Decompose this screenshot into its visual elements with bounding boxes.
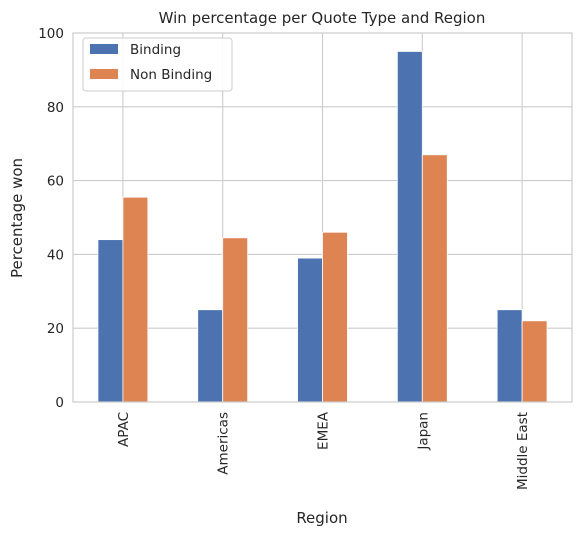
plot-frame — [72, 32, 573, 403]
y-tick-label-4: 80 — [47, 100, 64, 116]
x-tick-label-japan: Japan — [415, 412, 431, 451]
y-tick-label-0: 0 — [55, 395, 64, 411]
bar-non-binding-middle-east — [521, 320, 548, 403]
x-tick-label-emea: EMEA — [316, 411, 332, 450]
legend-swatch-non-binding — [90, 69, 118, 79]
bar-binding-emea — [297, 257, 323, 403]
x-tick-label-americas: Americas — [216, 412, 232, 475]
x-tick-label-apac: APAC — [116, 412, 132, 447]
chart-title: Win percentage per Quote Type and Region — [159, 9, 486, 27]
legend-box — [82, 37, 233, 92]
y-axis-label: Percentage won — [8, 158, 26, 278]
legend-label-binding: Binding — [130, 42, 181, 58]
legend-swatch-binding — [90, 44, 118, 54]
y-tick-label-2: 40 — [47, 247, 64, 263]
ticks-layer: 0 20 40 60 80 100 APAC Americas EMEA Japan Middle … — [38, 26, 531, 490]
y-tick-label-3: 60 — [47, 174, 64, 190]
bar-non-binding-japan — [421, 154, 448, 403]
bar-binding-japan — [396, 51, 423, 403]
legend: Binding Non Binding — [82, 37, 233, 92]
bar-binding-apac — [97, 239, 124, 403]
bar-binding-americas — [197, 309, 224, 403]
y-tick-label-5: 100 — [38, 26, 64, 42]
bars-layer — [97, 51, 548, 403]
bar-non-binding-emea — [322, 231, 348, 403]
bar-non-binding-apac — [122, 196, 149, 403]
bar-non-binding-americas — [222, 237, 249, 403]
y-tick-label-1: 20 — [47, 321, 64, 337]
x-axis-label: Region — [296, 509, 347, 527]
bar-binding-middle-east — [496, 309, 523, 403]
legend-label-non-binding: Non Binding — [130, 67, 212, 83]
x-tick-label-middle-east: Middle East — [515, 412, 531, 490]
